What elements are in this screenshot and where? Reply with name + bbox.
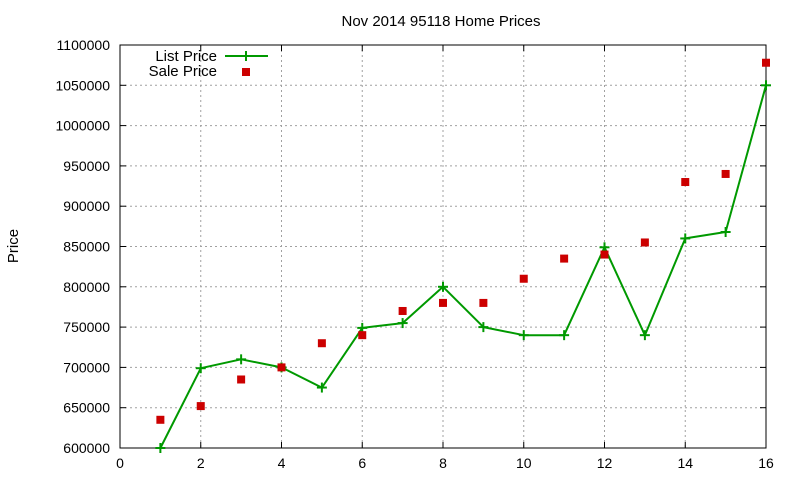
series [155,58,771,453]
y-tick-label: 600000 [63,440,110,456]
list-price-point [236,354,247,365]
chart-title: Nov 2014 95118 Home Prices [342,13,541,30]
x-tick-label: 0 [116,455,124,471]
sale-price-point [317,339,326,348]
y-tick-label: 1050000 [55,77,110,93]
legend-marker-list-price [241,51,251,61]
list-price-point [195,363,206,374]
list-price-point [639,330,650,341]
y-tick-label: 700000 [63,359,110,375]
list-price-point [438,281,448,292]
y-tick-label: 1000000 [55,118,110,134]
y-tick-label: 1100000 [57,37,111,53]
grid [120,45,766,448]
list-price-point [761,80,771,91]
x-tick-label: 4 [278,455,286,471]
y-tick-label: 950000 [63,158,110,174]
legend-marker-sale-price [242,68,250,76]
list-price-point [478,322,489,333]
x-tick-label: 16 [758,455,774,471]
legend: List Price Sale Price [149,48,268,80]
list-price-point [155,443,166,453]
y-axis-label: Price [5,229,22,263]
y-tick-label: 750000 [63,319,110,335]
sale-price-point [560,254,569,263]
list-price-point [720,226,731,237]
legend-label-sale-price: Sale Price [149,63,217,80]
sale-price-point [762,58,770,67]
list-price-point [397,318,408,329]
list-price-line [159,85,767,449]
y-tick-label: 650000 [63,400,110,416]
y-tick-label: 800000 [63,279,110,295]
sale-price-point [479,298,488,307]
list-price-point [680,233,691,244]
list-price-point [559,330,570,341]
x-tick-label: 6 [358,455,366,471]
tick-labels: 600000 650000 700000 750000 800000 850000 9000… [55,37,774,471]
sale-price-point [681,178,690,187]
y-tick-label: 900000 [63,198,110,214]
legend-label-list-price: List Price [155,48,217,65]
sale-price-point [156,415,165,424]
sale-price-point [237,375,246,384]
sale-price-point [439,298,447,307]
x-tick-label: 2 [197,455,205,471]
sale-price-point [358,331,367,340]
sale-price-point [519,274,528,283]
sale-price-point [600,250,609,259]
x-tick-label: 12 [597,455,613,471]
sale-price-point [277,363,286,372]
list-price-point [518,330,529,341]
sale-price-point [398,306,407,315]
list-price-point [316,382,327,393]
x-tick-label: 10 [516,455,532,471]
sale-price-point [640,238,649,247]
y-tick-label: 850000 [63,239,110,255]
x-tick-label: 8 [439,455,447,471]
sale-price-point [196,402,205,411]
sale-price-point [721,169,730,178]
x-tick-label: 14 [677,455,693,471]
